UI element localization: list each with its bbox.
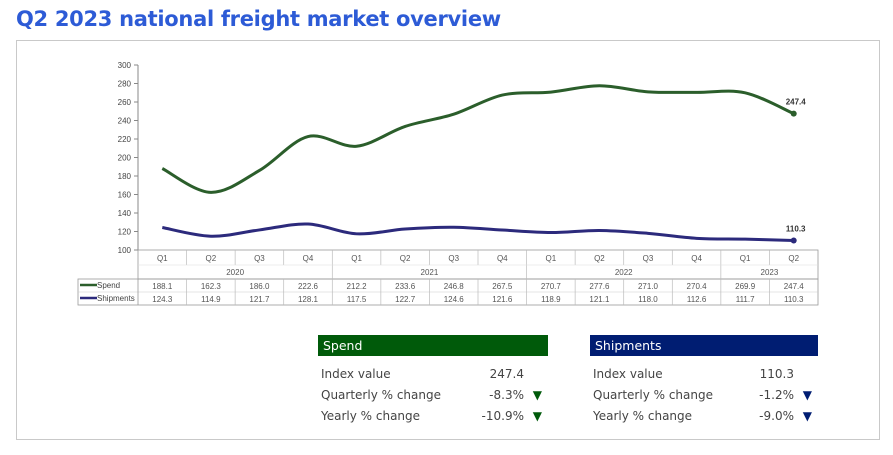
table-cell: 277.6 <box>589 282 610 291</box>
quarter-label: Q4 <box>497 254 508 263</box>
panel-title: Shipments <box>590 335 818 356</box>
table-cell: 162.3 <box>201 282 222 291</box>
table-cell: 121.7 <box>249 295 270 304</box>
end-label: 247.4 <box>786 98 807 107</box>
table-cell: 124.6 <box>444 295 465 304</box>
table-cell: 270.4 <box>687 282 708 291</box>
table-cell: 271.0 <box>638 282 659 291</box>
y-tick-label: 100 <box>118 246 132 255</box>
table-cell: 188.1 <box>152 282 173 291</box>
year-label: 2023 <box>761 268 779 277</box>
table-cell: 212.2 <box>347 282 368 291</box>
row-value: 110.3 <box>759 367 794 381</box>
series-line-shipments <box>162 222 794 242</box>
table-cell: 222.6 <box>298 282 319 291</box>
row-label: Index value <box>321 367 391 381</box>
row-value: -1.2% <box>759 388 794 402</box>
quarter-label: Q1 <box>157 254 168 263</box>
legend-label: Spend <box>97 281 120 290</box>
y-tick-label: 160 <box>118 191 132 200</box>
quarter-label: Q3 <box>448 254 459 263</box>
y-tick-label: 200 <box>118 154 132 163</box>
down-arrow-icon: ▼ <box>532 388 542 402</box>
row-value: -9.0% <box>759 409 794 423</box>
table-cell: 246.8 <box>444 282 465 291</box>
spend-panel: Spend Index value 247.4 Quarterly % chang… <box>318 335 548 427</box>
end-label: 110.3 <box>786 224 806 233</box>
table-cell: 233.6 <box>395 282 416 291</box>
quarterly-change-row: Quarterly % change -1.2% ▼ <box>590 385 818 406</box>
row-label: Index value <box>593 367 663 381</box>
quarterly-change-row: Quarterly % change -8.3% ▼ <box>318 385 548 406</box>
y-tick-label: 120 <box>118 228 132 237</box>
yearly-change-row: Yearly % change -9.0% ▼ <box>590 406 818 427</box>
y-tick-label: 260 <box>118 98 132 107</box>
line-chart: 100 120 140 160 180 200 220 240 260 280 300 Q1 188.1… <box>77 61 819 306</box>
row-value: 247.4 <box>489 367 524 381</box>
quarter-label: Q2 <box>400 254 411 263</box>
quarter-label: Q4 <box>691 254 702 263</box>
row-label: Yearly % change <box>321 409 421 423</box>
table-cell: 124.3 <box>152 295 173 304</box>
year-label: 2020 <box>226 268 244 277</box>
y-tick-label: 280 <box>118 80 132 89</box>
table-cell: 270.7 <box>541 282 562 291</box>
table-cell: 110.3 <box>784 295 804 304</box>
quarter-label: Q1 <box>351 254 362 263</box>
year-label: 2022 <box>615 268 633 277</box>
table-cell: 118.9 <box>541 295 561 304</box>
end-point <box>790 110 797 117</box>
quarter-label: Q4 <box>303 254 314 263</box>
table-cell: 269.9 <box>735 282 756 291</box>
index-value-row: Index value 110.3 <box>590 364 818 385</box>
year-label: 2021 <box>421 268 439 277</box>
y-tick-label: 300 <box>118 61 132 70</box>
row-label: Quarterly % change <box>321 388 441 402</box>
down-arrow-icon: ▼ <box>802 388 812 402</box>
table-cell: 114.9 <box>201 295 221 304</box>
down-arrow-icon: ▼ <box>532 409 542 423</box>
row-label: Yearly % change <box>593 409 693 423</box>
table-cell: 128.1 <box>298 295 319 304</box>
table-cell: 112.6 <box>687 295 707 304</box>
quarter-label: Q3 <box>643 254 654 263</box>
quarter-label: Q2 <box>594 254 605 263</box>
table-cell: 267.5 <box>492 282 513 291</box>
row-label: Quarterly % change <box>593 388 713 402</box>
table-cell: 247.4 <box>784 282 805 291</box>
down-arrow-icon: ▼ <box>802 409 812 423</box>
table-cell: 186.0 <box>249 282 270 291</box>
row-value: -8.3% <box>489 388 524 402</box>
table-cell: 121.1 <box>589 295 610 304</box>
row-value: -10.9% <box>481 409 524 423</box>
index-value-row: Index value 247.4 <box>318 364 548 385</box>
legend-label: Shipments <box>97 294 135 303</box>
series-line-spend <box>161 84 795 194</box>
page-title: Q2 2023 national freight market overview <box>16 7 501 31</box>
quarter-label: Q3 <box>254 254 265 263</box>
table-cell: 122.7 <box>395 295 416 304</box>
table-cell: 111.7 <box>736 295 755 304</box>
chart-frame <box>16 40 880 440</box>
table-cell: 121.6 <box>492 295 513 304</box>
quarter-label: Q2 <box>206 254 217 263</box>
end-point <box>790 237 797 244</box>
y-tick-label: 140 <box>118 209 132 218</box>
table-cell: 118.0 <box>638 295 658 304</box>
yearly-change-row: Yearly % change -10.9% ▼ <box>318 406 548 427</box>
quarter-label: Q1 <box>546 254 557 263</box>
shipments-panel: Shipments Index value 110.3 Quarterly % c… <box>590 335 818 427</box>
y-tick-label: 240 <box>118 117 132 126</box>
quarter-label: Q1 <box>740 254 751 263</box>
y-tick-label: 220 <box>118 135 132 144</box>
y-tick-label: 180 <box>118 172 132 181</box>
table-cell: 117.5 <box>347 295 367 304</box>
quarter-label: Q2 <box>788 254 799 263</box>
panel-title: Spend <box>318 335 548 356</box>
